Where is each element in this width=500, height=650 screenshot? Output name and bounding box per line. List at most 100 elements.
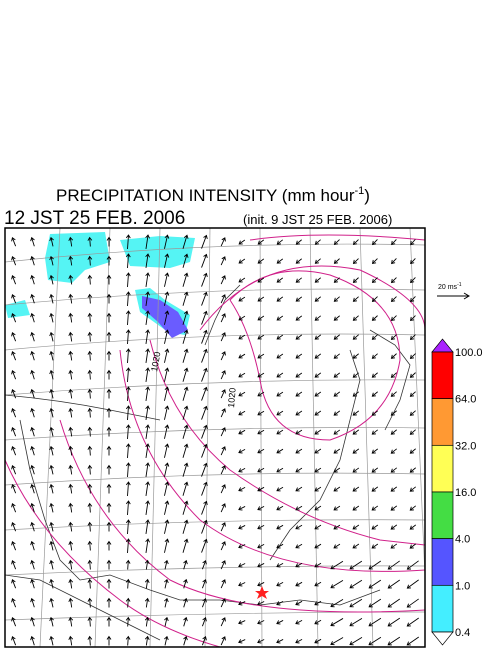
- wind-arrow: [182, 500, 189, 515]
- wind-arrow: [220, 294, 226, 304]
- wind-arrow: [352, 448, 360, 454]
- wind-arrow: [125, 519, 131, 535]
- wind-arrow: [352, 258, 359, 264]
- wind-arrow: [257, 467, 265, 473]
- wind-arrow: [30, 521, 35, 532]
- wind-arrow: [257, 448, 265, 454]
- wind-arrow: [238, 467, 246, 473]
- wind-arrow: [182, 424, 189, 439]
- wind-arrow: [352, 315, 359, 321]
- wind-arrow: [201, 481, 208, 496]
- wind-arrow: [276, 315, 284, 321]
- wind-arrow: [164, 234, 170, 249]
- wind-arrow: [371, 353, 378, 359]
- wind-arrow: [314, 619, 322, 625]
- wind-arrow: [87, 350, 93, 361]
- wind-arrow: [164, 310, 170, 325]
- wind-arrow: [11, 617, 17, 627]
- valid-time: 12 JST 25 FEB. 2006: [4, 208, 185, 229]
- wind-arrow: [182, 405, 189, 420]
- wind-arrow: [349, 560, 363, 570]
- wind-arrow: [30, 312, 35, 323]
- wind-arrow: [49, 445, 54, 456]
- wind-arrow: [220, 579, 226, 589]
- wind-arrow: [276, 239, 284, 245]
- wind-scale-superscript: -1: [457, 282, 462, 288]
- wind-arrow: [87, 502, 93, 513]
- wind-arrow: [145, 329, 150, 344]
- wind-arrow: [201, 617, 207, 627]
- wind-arrow: [333, 429, 341, 435]
- wind-arrow: [106, 407, 112, 418]
- wind-arrow: [409, 315, 416, 322]
- wind-arrow: [238, 239, 246, 245]
- colorbar-segment: [431, 584, 454, 633]
- isobars: [5, 234, 425, 647]
- wind-arrow: [257, 372, 265, 378]
- wind-arrow: [314, 638, 322, 644]
- map-frame: [4, 227, 426, 648]
- wind-arrow: [164, 538, 170, 553]
- wind-arrow: [390, 448, 398, 454]
- wind-arrow: [371, 391, 378, 397]
- wind-arrow: [87, 274, 93, 285]
- wind-arrow: [30, 597, 35, 608]
- wind-arrow: [125, 578, 131, 589]
- wind-arrow: [164, 272, 170, 287]
- wind-arrow: [144, 597, 150, 608]
- wind-arrow: [409, 486, 417, 492]
- wind-arrow: [164, 443, 170, 458]
- colorbar-label: 1.0: [455, 580, 470, 592]
- wind-arrow: [352, 524, 360, 530]
- wind-arrow: [409, 543, 417, 549]
- wind-arrow: [49, 578, 54, 589]
- wind-arrow: [106, 502, 112, 513]
- wind-arrow: [257, 543, 265, 549]
- wind-arrow: [164, 481, 170, 496]
- wind-arrow: [68, 274, 74, 285]
- wind-arrow: [106, 578, 112, 589]
- wind-arrow: [391, 239, 397, 246]
- wind-arrow: [49, 407, 54, 418]
- wind-arrow: [352, 296, 359, 302]
- wind-arrow: [68, 616, 74, 627]
- wind-arrow: [371, 372, 378, 378]
- wind-arrow: [125, 597, 131, 608]
- wind-arrow: [238, 506, 246, 511]
- wind-arrow: [11, 427, 17, 437]
- wind-arrow: [276, 524, 284, 530]
- wind-arrow: [314, 353, 322, 359]
- wind-arrow: [87, 312, 93, 323]
- wind-arrow: [11, 446, 17, 456]
- wind-arrow: [30, 426, 35, 437]
- wind-arrow: [371, 505, 379, 511]
- wind-arrow: [314, 467, 322, 473]
- wind-arrow: [276, 410, 284, 416]
- wind-arrow: [106, 559, 112, 570]
- wind-arrow: [125, 272, 131, 288]
- coastline: [5, 284, 411, 641]
- wind-arrow: [409, 524, 417, 530]
- wind-arrow: [87, 293, 93, 304]
- colorbar-label: 4.0: [455, 534, 470, 546]
- wind-arrow: [295, 315, 303, 321]
- wind-arrow: [201, 636, 207, 646]
- wind-arrow: [257, 277, 265, 283]
- wind-arrow: [164, 424, 170, 439]
- wind-arrow: [87, 388, 93, 399]
- wind-arrow: [201, 500, 208, 515]
- wind-arrow: [106, 255, 112, 266]
- title-text: PRECIPITATION INTENSITY (mm hour: [56, 186, 355, 205]
- wind-arrow: [201, 310, 208, 325]
- wind-arrow: [352, 543, 360, 549]
- wind-arrow: [164, 386, 170, 401]
- wind-arrow: [333, 258, 340, 264]
- precip-moderate: [142, 296, 188, 338]
- wind-arrow: [352, 410, 360, 416]
- wind-arrow: [145, 348, 150, 363]
- wind-arrow: [182, 253, 189, 268]
- wind-arrow: [295, 277, 303, 283]
- wind-arrow: [314, 486, 322, 492]
- wind-arrow: [30, 331, 35, 342]
- wind-arrow: [371, 543, 379, 549]
